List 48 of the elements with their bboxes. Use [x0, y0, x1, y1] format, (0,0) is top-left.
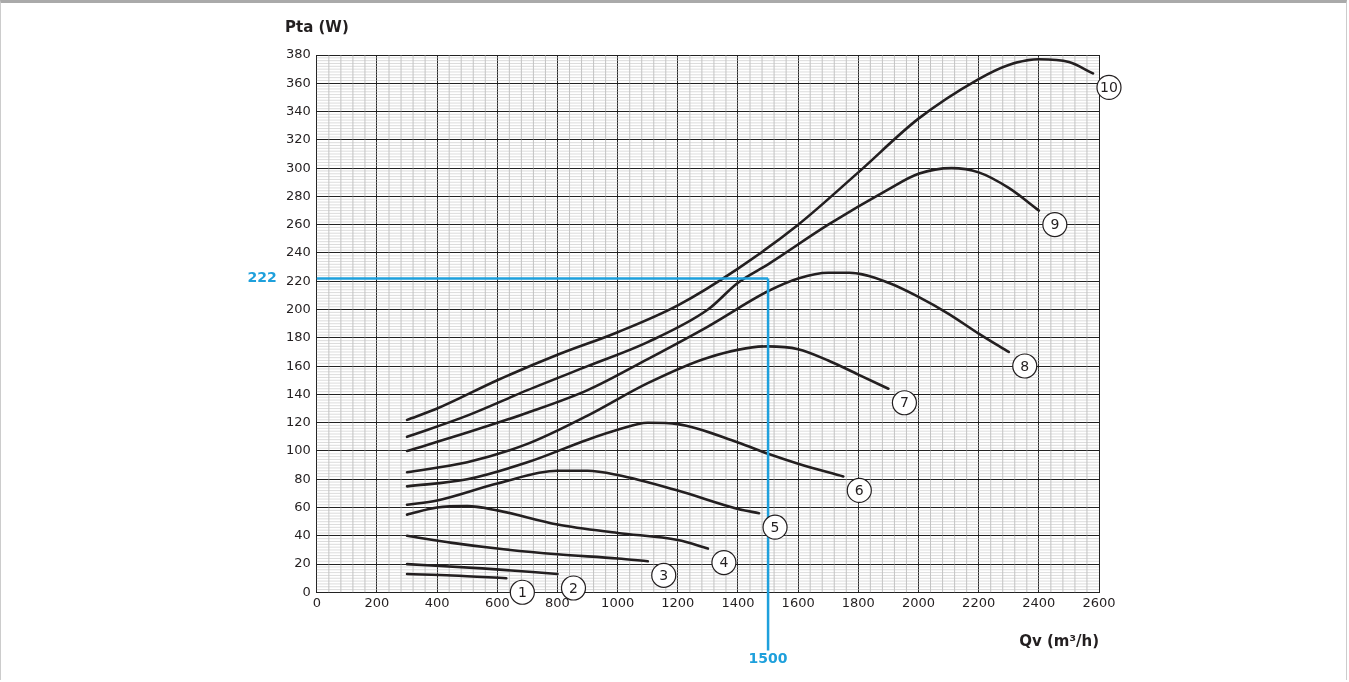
- x-tick-label: 1000: [601, 594, 635, 610]
- x-tick-label: 2200: [962, 594, 996, 610]
- y-tick-label: 100: [285, 442, 311, 458]
- x-tick-label: 1800: [841, 594, 875, 610]
- y-tick-label: 60: [294, 498, 311, 514]
- series-label: 2: [569, 579, 578, 596]
- y-tick-label: 40: [294, 527, 311, 543]
- y-tick-label: 200: [285, 300, 311, 316]
- x-tick-label: 2000: [901, 594, 936, 610]
- y-tick-label: 120: [285, 414, 311, 430]
- y-tick-label: 300: [285, 159, 311, 175]
- y-tick-label: 0: [302, 583, 311, 599]
- y-tick-label: 180: [285, 329, 311, 345]
- x-tick-label: 1600: [781, 594, 815, 610]
- x-tick-label: 1200: [661, 594, 695, 610]
- x-tick-label: 0: [312, 594, 321, 610]
- series-label: 1: [517, 583, 527, 600]
- y-tick-label: 360: [285, 74, 311, 90]
- y-tick-label: 220: [285, 272, 311, 288]
- series-label: 9: [1050, 216, 1060, 233]
- x-tick-label: 800: [545, 594, 570, 610]
- series-label: 8: [1020, 357, 1030, 374]
- y-tick-label: 240: [285, 244, 311, 260]
- y-tick-label: 140: [285, 385, 311, 401]
- x-tick-label: 2400: [1022, 594, 1056, 610]
- series-label: 5: [770, 518, 780, 535]
- series-label: 6: [854, 482, 864, 499]
- x-tick-label: 600: [484, 594, 510, 610]
- series-label: 3: [659, 566, 669, 583]
- y-tick-label: 340: [285, 102, 311, 118]
- ref-line-label: 1500: [748, 650, 788, 667]
- x-tick-label: 1400: [721, 594, 755, 610]
- y-tick-label: 20: [294, 555, 311, 571]
- series-label: 4: [719, 554, 729, 571]
- y-tick-label: 380: [285, 46, 311, 62]
- y-tick-label: 260: [285, 216, 311, 232]
- y-axis-title: Pta (W): [285, 18, 349, 36]
- y-tick-label: 280: [285, 187, 311, 203]
- x-axis-title: Qv (m³/h): [1019, 632, 1099, 650]
- x-tick-label: 2600: [1082, 594, 1116, 610]
- x-tick-label: 200: [364, 594, 390, 610]
- x-tick-label: 400: [424, 594, 450, 610]
- y-tick-label: 160: [285, 357, 311, 373]
- series-label: 10: [1100, 79, 1118, 96]
- ref-line-label: 222: [247, 269, 277, 286]
- y-tick-label: 80: [294, 470, 311, 486]
- series-label: 7: [899, 394, 909, 411]
- y-tick-label: 320: [285, 131, 311, 147]
